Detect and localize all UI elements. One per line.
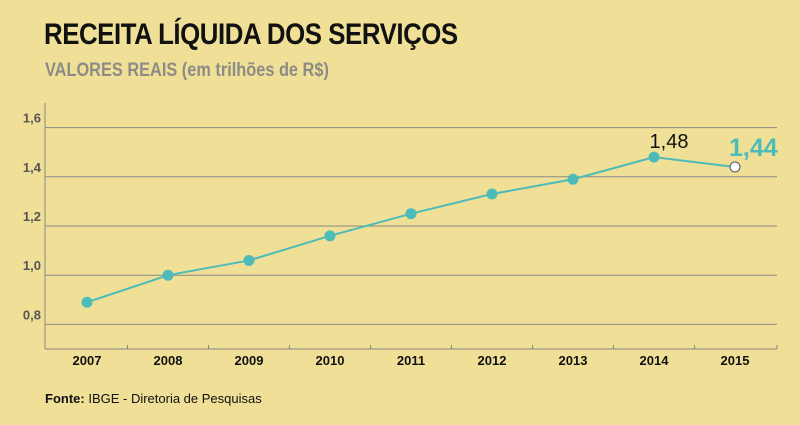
x-tick-label: 2012 bbox=[478, 353, 507, 368]
data-point bbox=[486, 188, 498, 200]
source-label: Fonte: bbox=[45, 391, 85, 406]
x-tick-label: 2015 bbox=[721, 353, 750, 368]
data-points bbox=[81, 151, 741, 308]
x-tick-label: 2013 bbox=[559, 353, 588, 368]
data-label: 1,44 bbox=[729, 134, 778, 162]
x-tick-label: 2009 bbox=[235, 353, 264, 368]
data-point bbox=[405, 208, 417, 220]
x-tick-label: 2014 bbox=[640, 353, 670, 368]
y-tick-label: 0,8 bbox=[23, 307, 41, 322]
data-label: 1,48 bbox=[650, 131, 689, 153]
data-point bbox=[648, 151, 660, 163]
data-annotations: 1,48 1,44 bbox=[650, 131, 778, 162]
y-tick-label: 1,2 bbox=[23, 209, 41, 224]
y-tick-label: 1,4 bbox=[23, 160, 42, 175]
axes bbox=[44, 103, 778, 350]
series-line-path bbox=[86, 156, 736, 304]
grid-lines bbox=[45, 127, 777, 325]
y-tick-labels: 0,8 1,0 1,2 1,4 1,6 bbox=[23, 111, 42, 323]
x-tick-label: 2010 bbox=[316, 353, 345, 368]
x-tick-label: 2007 bbox=[73, 353, 102, 368]
x-tick-label: 2011 bbox=[397, 353, 425, 368]
data-point bbox=[729, 161, 741, 173]
data-point bbox=[81, 296, 93, 308]
y-tick-label: 1,6 bbox=[23, 111, 41, 126]
chart-title: RECEITA LÍQUIDA DOS SERVIÇOS bbox=[44, 18, 458, 51]
data-point bbox=[567, 173, 579, 185]
data-point bbox=[243, 254, 255, 266]
source-note: Fonte: IBGE - Diretoria de Pesquisas bbox=[45, 391, 262, 406]
series-line bbox=[86, 156, 736, 304]
x-tick-labels: 2007 2008 2009 2010 2011 2012 2013 2014 2015 bbox=[73, 353, 750, 368]
data-point bbox=[162, 269, 174, 281]
y-tick-label: 1,0 bbox=[23, 258, 41, 273]
x-tick-label: 2008 bbox=[154, 353, 183, 368]
data-point bbox=[324, 230, 336, 242]
source-text: IBGE - Diretoria de Pesquisas bbox=[84, 391, 262, 406]
chart-subtitle: VALORES REAIS (em trilhões de R$) bbox=[45, 60, 329, 81]
